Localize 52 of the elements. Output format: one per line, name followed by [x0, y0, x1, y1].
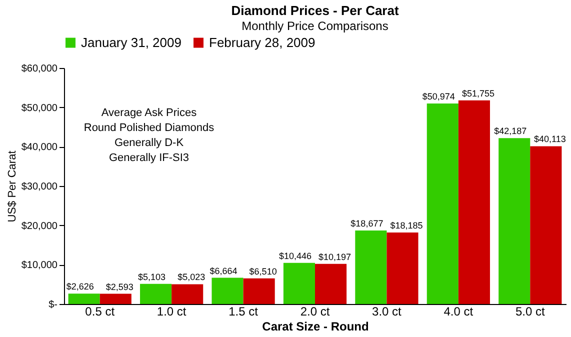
y-tick-label: $20,000 — [21, 220, 58, 232]
legend-label: February 28, 2009 — [209, 34, 316, 50]
x-axis-title: Carat Size - Round — [262, 320, 369, 334]
annotation: Round Polished Diamonds — [84, 122, 215, 134]
bar — [100, 294, 132, 304]
bar — [530, 146, 562, 304]
data-label: $42,187 — [494, 126, 527, 136]
bar — [458, 100, 490, 304]
bar — [212, 278, 244, 304]
data-label: $2,593 — [106, 282, 134, 292]
data-label: $2,626 — [66, 282, 94, 292]
data-label: $40,113 — [534, 134, 566, 144]
x-tick-label: 1.0 ct — [156, 304, 187, 318]
bar — [140, 284, 172, 304]
bar — [172, 284, 204, 304]
data-label: $51,755 — [462, 88, 494, 98]
data-label: $50,974 — [422, 92, 455, 102]
x-tick-label: 1.5 ct — [228, 304, 259, 318]
y-axis-title: US$ Per Carat — [6, 150, 18, 222]
annotation: Generally D-K — [114, 137, 184, 149]
bar — [243, 278, 275, 304]
bar — [498, 138, 530, 304]
legend-label: January 31, 2009 — [81, 34, 182, 50]
x-tick-label: 5.0 ct — [515, 304, 546, 318]
x-tick-label: 3.0 ct — [372, 304, 402, 318]
bar — [386, 232, 418, 304]
data-label: $10,446 — [278, 250, 312, 261]
x-tick-label: 4.0 ct — [444, 304, 474, 318]
bar — [355, 230, 387, 304]
y-tick-label: $- — [48, 300, 58, 310]
y-tick-label: $50,000 — [21, 102, 58, 114]
y-tick-label: $30,000 — [21, 182, 58, 192]
annotation: Generally IF-SI3 — [108, 152, 190, 164]
data-label: $6,664 — [210, 266, 238, 276]
data-label: $5,103 — [138, 272, 166, 282]
data-label: $18,677 — [350, 218, 384, 229]
data-label: $10,197 — [318, 252, 352, 262]
bar — [315, 264, 347, 304]
y-tick-label: $40,000 — [21, 142, 58, 154]
y-tick-label: $10,000 — [21, 260, 58, 272]
annotation: Average Ask Prices — [101, 107, 198, 119]
y-tick-label: $60,000 — [21, 64, 58, 74]
x-tick-label: 2.0 ct — [300, 304, 330, 318]
chart-subtitle: Monthly Price Comparisons — [242, 19, 388, 33]
chart-title: Diamond Prices - Per Carat — [231, 3, 400, 18]
bar — [283, 262, 315, 304]
data-label: $18,185 — [390, 220, 423, 230]
x-tick-label: 0.5 ct — [85, 304, 116, 318]
bar — [68, 294, 100, 304]
data-label: $5,023 — [178, 272, 206, 282]
data-label: $6,510 — [249, 266, 277, 276]
bar — [426, 104, 458, 304]
